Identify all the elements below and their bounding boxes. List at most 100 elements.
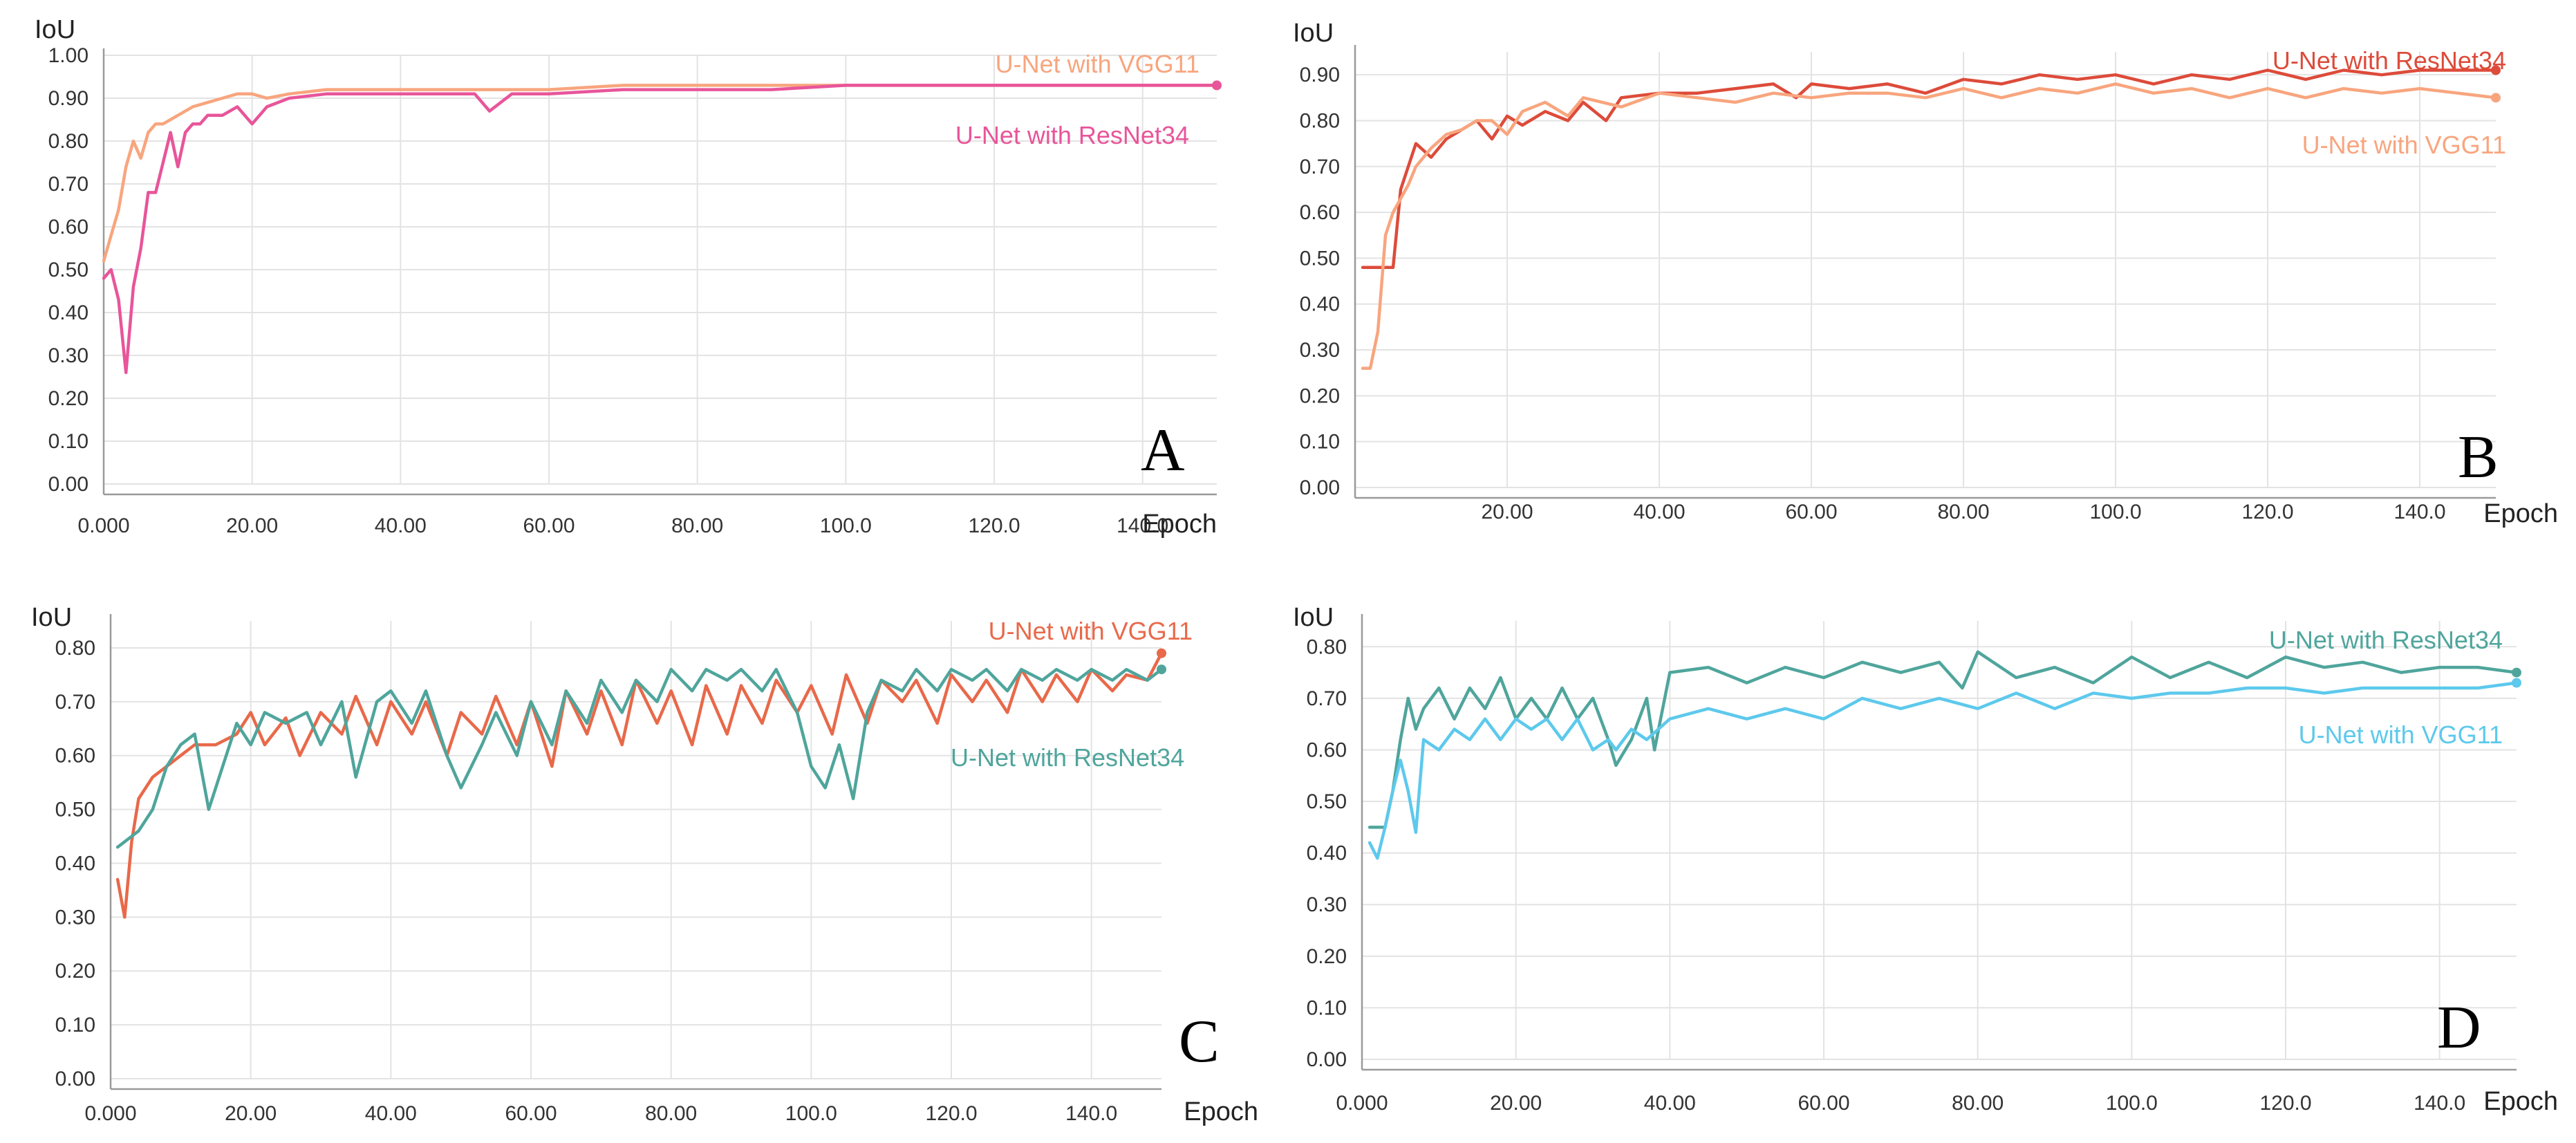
series-end-point xyxy=(2512,667,2521,678)
x-tick-label: 140.0 xyxy=(2393,501,2445,523)
y-tick-label: 0.40 xyxy=(55,852,95,875)
x-tick-label: 60.00 xyxy=(1785,501,1837,523)
x-axis-label: Epoch xyxy=(2483,499,2558,528)
x-tick-label: 20.00 xyxy=(1481,501,1533,523)
series-end-point xyxy=(1157,665,1166,675)
y-axis-label: IoU xyxy=(1293,19,1334,48)
series-line-0 xyxy=(102,84,1219,263)
series-end-point xyxy=(2491,65,2501,75)
series-line-0 xyxy=(115,651,1164,919)
x-axis-label: Epoch xyxy=(2483,1087,2558,1116)
x-tick-label: 60.00 xyxy=(1798,1092,1849,1115)
y-tick-label: 0.70 xyxy=(1307,687,1347,710)
chart-panel-d: 0.00 0.10 0.20 0.30 0.40 0.50 0.60 0.70 0.80 0.00… xyxy=(1293,603,2558,1116)
panel-letter: B xyxy=(2458,424,2499,491)
x-tick-label: 80.00 xyxy=(671,514,723,537)
legend-entry: U-Net with VGG11 xyxy=(2299,721,2503,749)
chart-panel-c: 0.00 0.10 0.20 0.30 0.40 0.50 0.60 0.70 0.80 0.00… xyxy=(31,603,1258,1126)
x-tick-label: 120.0 xyxy=(2259,1092,2311,1115)
y-tick-label: 0.60 xyxy=(48,216,88,239)
legend-entry: U-Net with ResNet34 xyxy=(2272,46,2506,75)
y-tick-label: 0.60 xyxy=(1300,201,1340,224)
y-tick-label: 0.70 xyxy=(55,691,95,714)
x-tick-label: 140.0 xyxy=(1117,514,1168,537)
x-tick-label: 40.00 xyxy=(365,1102,417,1125)
x-tick-label: 0.000 xyxy=(84,1102,136,1125)
y-tick-label: 0.50 xyxy=(1307,790,1347,813)
y-tick-label: 0.80 xyxy=(55,637,95,660)
y-tick-label: 0.00 xyxy=(1307,1048,1347,1071)
y-tick-label: 0.30 xyxy=(48,344,88,367)
legend-entry: U-Net with ResNet34 xyxy=(951,743,1184,772)
x-tick-label: 100.0 xyxy=(2089,501,2141,523)
x-tick-label: 120.0 xyxy=(925,1102,977,1125)
x-tick-label: 60.00 xyxy=(523,514,575,537)
x-axis-label: Epoch xyxy=(1184,1097,1258,1126)
y-axis-label: IoU xyxy=(1293,603,1334,632)
x-tick-label: 60.00 xyxy=(505,1102,557,1125)
legend-entry: U-Net with VGG11 xyxy=(2302,131,2506,159)
legend-entry: U-Net with ResNet34 xyxy=(955,121,1189,149)
x-tick-label: 120.0 xyxy=(968,514,1020,537)
y-tick-label: 0.60 xyxy=(1307,738,1347,761)
y-tick-label: 0.50 xyxy=(1300,247,1340,270)
y-tick-label: 0.90 xyxy=(1300,64,1340,86)
x-tick-label: 0.000 xyxy=(1336,1092,1388,1115)
x-tick-label: 0.000 xyxy=(77,514,129,537)
series-line-1 xyxy=(102,84,1219,375)
x-tick-label: 20.00 xyxy=(225,1102,277,1125)
series-line-1 xyxy=(115,667,1164,849)
y-tick-label: 0.10 xyxy=(48,430,88,453)
series-line-0 xyxy=(1368,650,2519,829)
x-axis-label: Epoch xyxy=(1142,510,1217,539)
x-tick-label: 80.00 xyxy=(1952,1092,2004,1115)
series-end-point xyxy=(2512,678,2521,688)
y-axis-label: IoU xyxy=(31,603,72,632)
x-tick-label: 100.0 xyxy=(2106,1092,2158,1115)
y-tick-label: 0.40 xyxy=(1307,842,1347,865)
panel-letter: A xyxy=(1141,417,1185,484)
y-tick-label: 0.00 xyxy=(48,473,88,496)
y-tick-label: 0.20 xyxy=(55,960,95,983)
y-tick-label: 0.50 xyxy=(55,799,95,821)
y-tick-label: 0.30 xyxy=(1307,893,1347,916)
y-tick-label: 1.00 xyxy=(48,44,88,67)
x-tick-label: 40.00 xyxy=(1644,1092,1696,1115)
y-tick-label: 0.40 xyxy=(48,301,88,324)
y-tick-label: 0.70 xyxy=(48,173,88,196)
x-tick-label: 140.0 xyxy=(1065,1102,1117,1125)
panel-letter: C xyxy=(1179,1008,1220,1075)
panel-letter: D xyxy=(2437,994,2481,1061)
y-tick-label: 0.80 xyxy=(1307,635,1347,658)
y-tick-label: 0.10 xyxy=(1300,431,1340,454)
y-tick-label: 0.20 xyxy=(1300,384,1340,407)
y-tick-label: 0.80 xyxy=(1300,109,1340,132)
y-tick-label: 0.30 xyxy=(1300,339,1340,362)
y-tick-label: 0.40 xyxy=(1300,293,1340,316)
x-tick-label: 100.0 xyxy=(785,1102,837,1125)
x-tick-label: 120.0 xyxy=(2241,501,2293,523)
y-tick-label: 0.70 xyxy=(1300,156,1340,178)
legend-entry: U-Net with ResNet34 xyxy=(2269,626,2503,654)
legend-entry: U-Net with VGG11 xyxy=(989,617,1193,645)
series-line-1 xyxy=(1368,681,2519,860)
y-tick-label: 0.20 xyxy=(48,387,88,410)
y-tick-label: 0.00 xyxy=(1300,476,1340,499)
y-tick-label: 0.10 xyxy=(1307,996,1347,1019)
x-tick-label: 20.00 xyxy=(1490,1092,1542,1115)
x-tick-label: 20.00 xyxy=(226,514,278,537)
y-tick-label: 0.20 xyxy=(1307,945,1347,968)
series-end-point xyxy=(1212,80,1222,91)
y-tick-label: 0.80 xyxy=(48,130,88,153)
series-line-0 xyxy=(1361,68,2498,269)
y-tick-label: 0.90 xyxy=(48,87,88,110)
series-end-point xyxy=(2491,93,2501,103)
legend-entry: U-Net with VGG11 xyxy=(996,50,1200,78)
series-line-1 xyxy=(1361,82,2498,370)
y-tick-label: 0.30 xyxy=(55,906,95,929)
x-tick-label: 40.00 xyxy=(375,514,427,537)
chart-panel-a: 0.00 0.10 0.20 0.30 0.40 0.50 0.60 0.70 0.80 0.90… xyxy=(35,15,1222,539)
series-end-point xyxy=(1157,648,1166,658)
y-tick-label: 0.10 xyxy=(55,1014,95,1037)
